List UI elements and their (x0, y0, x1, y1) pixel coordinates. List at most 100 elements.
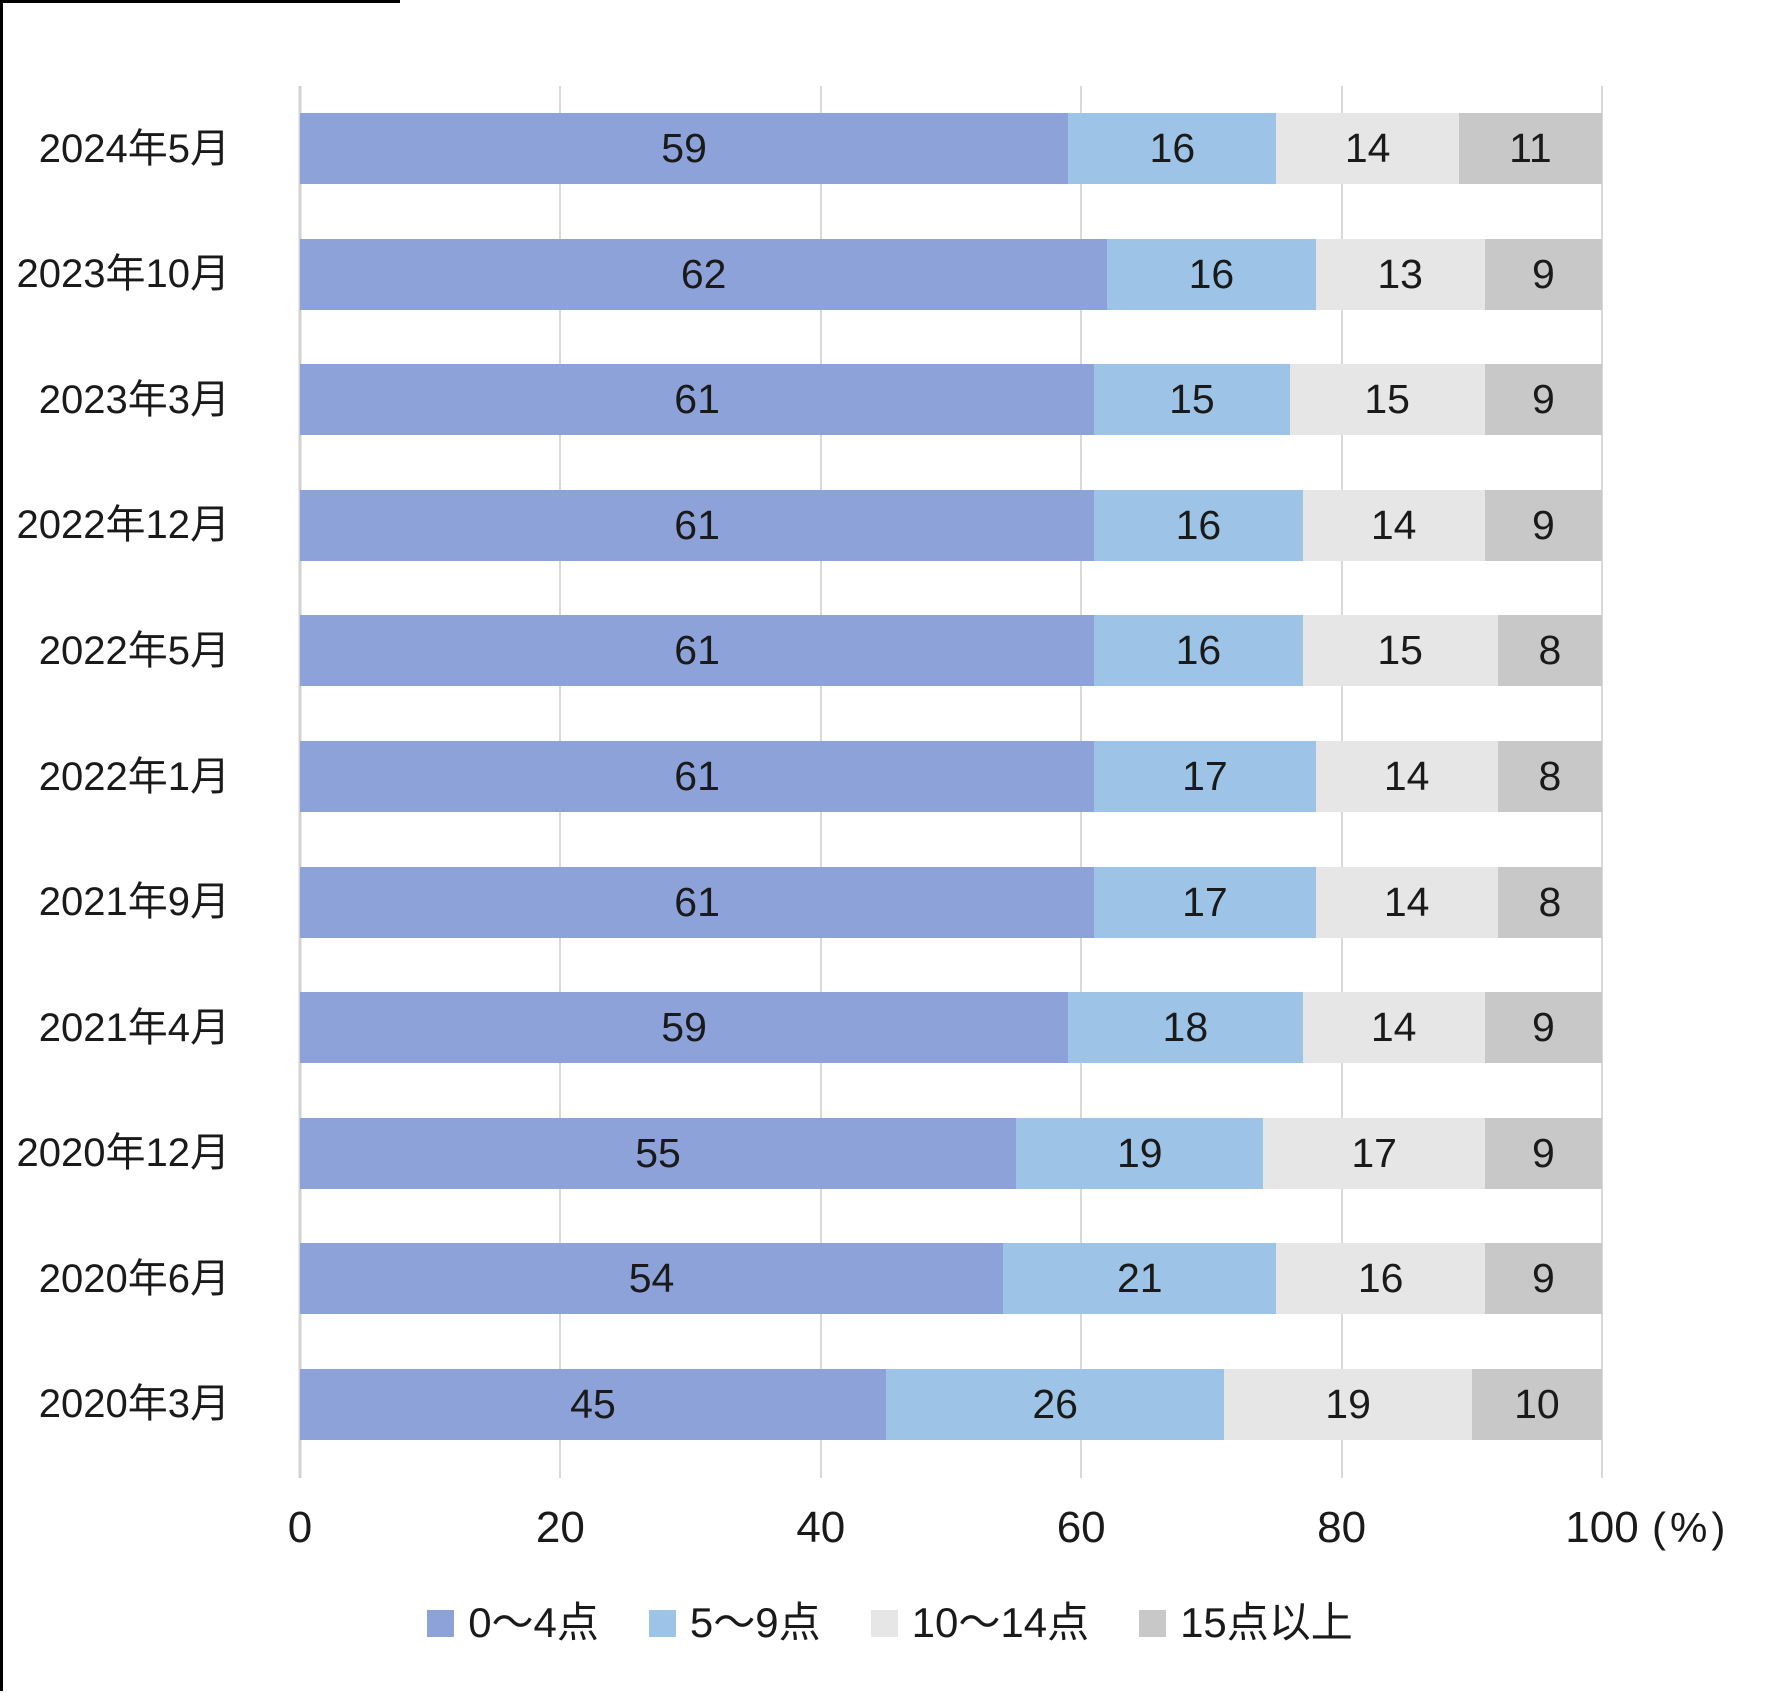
category-label: 2020年3月 (38, 1382, 230, 1427)
segment-value-label: 15 (1364, 376, 1410, 423)
category-label: 2022年12月 (16, 503, 230, 548)
stacked-bar: 59 18 14 9 (300, 992, 1602, 1064)
bar-segment: 16 (1094, 615, 1303, 687)
segment-value-label: 15 (1377, 627, 1423, 674)
bar-segment: 9 (1484, 238, 1602, 310)
bar-segment: 15 (1302, 615, 1498, 687)
segment-value-label: 8 (1538, 753, 1562, 799)
segment-value-label: 18 (1162, 1004, 1209, 1051)
segment-value-label: 9 (1531, 1255, 1555, 1302)
category-label: 2020年6月 (38, 1256, 230, 1301)
segment-value-label: 16 (1175, 501, 1222, 548)
segment-value-label: 9 (1531, 1004, 1555, 1051)
legend-item: 15点以上 (1139, 1599, 1353, 1646)
bar-row: 2022年5月 61 16 15 8 (39, 588, 1602, 714)
bar-segment: 8 (1497, 615, 1602, 687)
segment-value-label: 61 (674, 501, 720, 548)
segment-value-label: 8 (1538, 627, 1562, 674)
bar-segment: 9 (1484, 364, 1602, 436)
category-label: 2021年4月 (38, 1005, 230, 1050)
x-tick-label-60: 60 (1056, 1503, 1106, 1552)
bar-segment: 14 (1315, 741, 1498, 812)
x-tick-label-0: 0 (287, 1503, 313, 1552)
bar-segment: 8 (1497, 741, 1602, 812)
bar-segment: 21 (1003, 1243, 1277, 1315)
bar-segment: 14 (1302, 992, 1485, 1064)
legend-label: 0～4点 (468, 1599, 599, 1646)
legend-label: 10～14点 (911, 1599, 1090, 1646)
legend-item: 10～14点 (870, 1599, 1090, 1646)
x-tick-label-40: 40 (796, 1503, 846, 1552)
segment-value-label: 16 (1175, 627, 1222, 674)
bar-segment: 16 (1068, 113, 1277, 185)
stacked-bar: 54 21 16 9 (300, 1243, 1602, 1315)
bar-segment: 14 (1276, 113, 1459, 185)
segment-value-label: 55 (635, 1129, 681, 1176)
bar-segment: 8 (1497, 866, 1602, 938)
bar-segment: 19 (1224, 1368, 1472, 1440)
segment-value-label: 16 (1188, 250, 1235, 297)
plot-area: 2024年5月 59 16 14 11 2023年10月 62 16 13 9 2023年3月 61 1… (17, 86, 1603, 1478)
segment-value-label: 10 (1514, 1380, 1560, 1427)
stacked-bar: 61 16 15 8 (300, 615, 1602, 687)
bar-segment: 61 (300, 741, 1095, 812)
bar-segment: 15 (1289, 364, 1485, 436)
bar-segment: 9 (1484, 1117, 1602, 1189)
segment-value-label: 54 (628, 1255, 675, 1302)
segment-value-label: 9 (1531, 1129, 1555, 1176)
bar-row: 2024年5月 59 16 14 11 (39, 86, 1602, 212)
bar-segment: 45 (300, 1368, 886, 1440)
legend-label: 5～9点 (689, 1599, 821, 1646)
bar-row: 2021年4月 59 18 14 9 (39, 965, 1602, 1091)
segment-value-label: 16 (1357, 1255, 1404, 1302)
segment-value-label: 61 (674, 376, 720, 423)
stacked-bar: 61 17 14 8 (300, 741, 1602, 812)
bar-segment: 9 (1484, 489, 1602, 561)
bar-segment: 17 (1094, 866, 1316, 938)
category-label: 2023年10月 (16, 252, 230, 297)
x-axis-labels: 0 20 40 60 80 100 (288, 1502, 1639, 1558)
bar-segment: 61 (300, 364, 1095, 436)
category-label: 2022年5月 (38, 628, 230, 673)
bar-segment: 26 (885, 1368, 1225, 1440)
segment-value-label: 61 (674, 753, 720, 799)
segment-value-label: 17 (1351, 1129, 1397, 1176)
bar-row: 2023年10月 62 16 13 9 (17, 212, 1602, 338)
segment-value-label: 19 (1116, 1129, 1163, 1176)
category-label: 2023年3月 (38, 377, 230, 422)
segment-value-label: 11 (1509, 125, 1552, 172)
segment-value-label: 15 (1169, 376, 1215, 423)
legend-item: 5～9点 (648, 1599, 821, 1646)
segment-value-label: 61 (674, 878, 720, 925)
bar-row: 2023年3月 61 15 15 9 (39, 337, 1602, 463)
bar-segment: 61 (300, 615, 1095, 687)
bar-segment: 61 (300, 866, 1095, 938)
x-tick-label-20: 20 (535, 1503, 585, 1552)
bar-segment: 62 (300, 238, 1108, 310)
bar-row: 2020年6月 54 21 16 9 (39, 1216, 1602, 1342)
segment-value-label: 17 (1182, 878, 1228, 925)
stacked-bar: 61 16 14 9 (300, 489, 1602, 561)
bar-segment: 19 (1016, 1117, 1264, 1189)
segment-value-label: 14 (1383, 878, 1430, 925)
bar-row: 2022年12月 61 16 14 9 (17, 463, 1602, 589)
bar-segment: 11 (1458, 113, 1602, 185)
bar-segment: 14 (1315, 866, 1498, 938)
segment-value-label: 8 (1538, 878, 1562, 925)
segment-value-label: 59 (661, 125, 707, 172)
bar-segment: 54 (300, 1243, 1004, 1315)
bar-segment: 9 (1484, 1243, 1602, 1315)
bar-segment: 16 (1094, 489, 1303, 561)
bar-segment: 17 (1094, 741, 1316, 812)
segment-value-label: 62 (680, 250, 727, 297)
segment-value-label: 13 (1377, 250, 1423, 297)
stacked-bar: 61 15 15 9 (300, 364, 1602, 436)
stacked-bar: 59 16 14 11 (300, 113, 1602, 185)
x-tick-label-80: 80 (1317, 1503, 1367, 1552)
segment-value-label: 16 (1149, 125, 1196, 172)
screen-edge-artifact-top (0, 0, 400, 3)
category-label: 2024年5月 (38, 126, 230, 171)
bar-segment: 10 (1471, 1368, 1602, 1440)
bar-row: 2021年9月 61 17 14 8 (39, 839, 1602, 965)
category-label: 2021年9月 (38, 880, 230, 925)
